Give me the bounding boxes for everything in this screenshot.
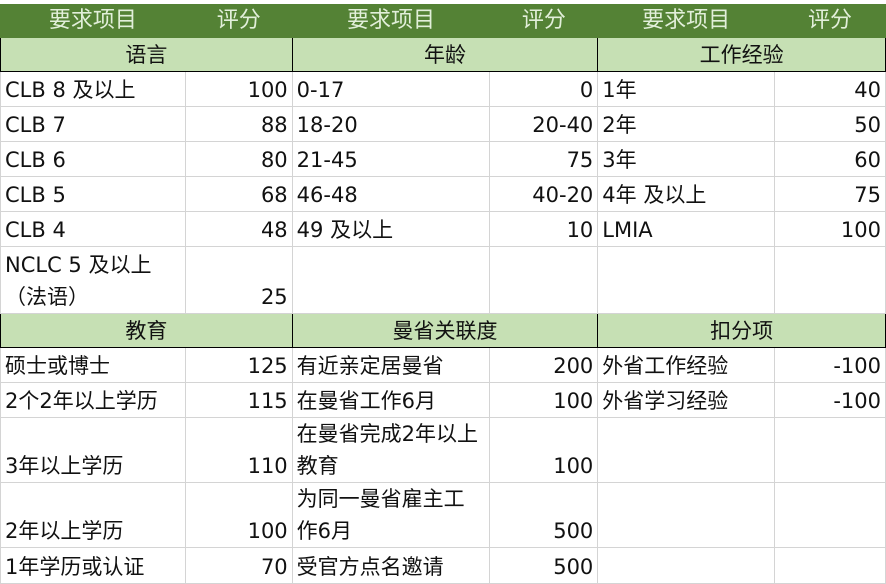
item-cell[interactable]: 18-20	[291, 106, 491, 142]
item-cell[interactable]: 3年	[597, 141, 776, 177]
score-cell[interactable]	[774, 417, 886, 483]
table-row: CLB 5 68 46-48 40-20 4年 及以上 75	[0, 176, 886, 212]
item-cell[interactable]: 4年 及以上	[597, 176, 776, 212]
item-cell[interactable]: 3年以上学历	[0, 417, 186, 483]
table-row: CLB 7 88 18-20 20-40 2年 50	[0, 106, 886, 142]
score-cell[interactable]	[774, 547, 886, 584]
item-cell[interactable]: NCLC 5 及以上（法语）	[0, 246, 186, 314]
score-header[interactable]: 评分	[184, 4, 293, 38]
score-cell[interactable]: 25	[184, 246, 293, 314]
item-cell[interactable]: 在曼省工作6月	[291, 382, 491, 418]
score-cell[interactable]: 20-40	[489, 106, 599, 142]
section-title[interactable]: 年龄	[291, 37, 599, 72]
score-cell[interactable]: 0	[489, 71, 599, 107]
section-title[interactable]: 曼省关联度	[291, 313, 599, 348]
table-row: CLB 4 48 49 及以上 10 LMIA 100	[0, 211, 886, 247]
score-cell[interactable]: 100	[774, 211, 886, 247]
section-title[interactable]: 工作经验	[597, 37, 886, 72]
score-cell[interactable]: 115	[184, 382, 293, 418]
score-cell[interactable]: 125	[184, 347, 293, 383]
item-cell[interactable]: 为同一曼省雇主工作6月	[291, 482, 491, 548]
table-row: CLB 8 及以上 100 0-17 0 1年 40	[0, 71, 886, 107]
score-cell[interactable]: 48	[184, 211, 293, 247]
item-cell[interactable]: 0-17	[291, 71, 491, 107]
score-cell[interactable]: 100	[184, 482, 293, 548]
points-table: 要求项目 评分 要求项目 评分 要求项目 评分 语言 年龄 工作经验 CLB 8 及以上 100 0-…	[0, 4, 886, 584]
score-cell[interactable]: 10	[489, 211, 599, 247]
score-cell[interactable]: 50	[774, 106, 886, 142]
score-cell[interactable]: 200	[489, 347, 599, 383]
item-cell[interactable]: CLB 8 及以上	[0, 71, 186, 107]
item-cell[interactable]: CLB 7	[0, 106, 186, 142]
item-cell[interactable]: 有近亲定居曼省	[291, 347, 491, 383]
score-cell[interactable]: -100	[774, 382, 886, 418]
table-row: 硕士或博士 125 有近亲定居曼省 200 外省工作经验 -100	[0, 347, 886, 383]
item-cell[interactable]: 49 及以上	[291, 211, 491, 247]
item-cell[interactable]: 2年	[597, 106, 776, 142]
section-row: 语言 年龄 工作经验	[0, 37, 886, 72]
score-cell[interactable]: 60	[774, 141, 886, 177]
item-cell[interactable]: CLB 6	[0, 141, 186, 177]
item-cell[interactable]: 外省学习经验	[597, 382, 776, 418]
table-row: CLB 6 80 21-45 75 3年 60	[0, 141, 886, 177]
item-cell[interactable]: 2个2年以上学历	[0, 382, 186, 418]
score-cell[interactable]: 100	[184, 71, 293, 107]
item-cell[interactable]: 21-45	[291, 141, 491, 177]
item-cell[interactable]: 1年学历或认证	[0, 547, 186, 584]
item-cell[interactable]: 受官方点名邀请	[291, 547, 491, 584]
table-row: NCLC 5 及以上（法语） 25	[0, 246, 886, 314]
score-cell[interactable]: 70	[184, 547, 293, 584]
score-cell[interactable]: 40-20	[489, 176, 599, 212]
section-title[interactable]: 语言	[0, 37, 293, 72]
item-cell[interactable]: LMIA	[597, 211, 776, 247]
item-cell[interactable]: 硕士或博士	[0, 347, 186, 383]
item-cell[interactable]	[597, 547, 776, 584]
header-row: 要求项目 评分 要求项目 评分 要求项目 评分	[0, 4, 886, 38]
score-cell[interactable]: 500	[489, 482, 599, 548]
table-row: 2个2年以上学历 115 在曼省工作6月 100 外省学习经验 -100	[0, 382, 886, 418]
score-cell[interactable]: 500	[489, 547, 599, 584]
score-cell[interactable]: 88	[184, 106, 293, 142]
score-cell[interactable]: 80	[184, 141, 293, 177]
item-cell[interactable]: 2年以上学历	[0, 482, 186, 548]
item-cell[interactable]: CLB 5	[0, 176, 186, 212]
table-row: 3年以上学历 110 在曼省完成2年以上教育 100	[0, 417, 886, 483]
item-cell[interactable]: 1年	[597, 71, 776, 107]
item-cell[interactable]	[597, 246, 776, 314]
item-cell[interactable]: CLB 4	[0, 211, 186, 247]
item-cell[interactable]: 在曼省完成2年以上教育	[291, 417, 491, 483]
score-cell[interactable]: 110	[184, 417, 293, 483]
item-header[interactable]: 要求项目	[0, 4, 186, 38]
item-header[interactable]: 要求项目	[597, 4, 776, 38]
score-cell[interactable]: 100	[489, 417, 599, 483]
score-cell[interactable]: 68	[184, 176, 293, 212]
item-cell[interactable]: 46-48	[291, 176, 491, 212]
table-row: 1年学历或认证 70 受官方点名邀请 500	[0, 547, 886, 584]
section-title[interactable]: 扣分项	[597, 313, 886, 348]
score-header[interactable]: 评分	[774, 4, 886, 38]
item-cell[interactable]	[597, 417, 776, 483]
score-cell[interactable]	[774, 246, 886, 314]
score-cell[interactable]: 40	[774, 71, 886, 107]
item-cell[interactable]	[597, 482, 776, 548]
score-header[interactable]: 评分	[489, 4, 599, 38]
score-cell[interactable]: -100	[774, 347, 886, 383]
score-cell[interactable]	[774, 482, 886, 548]
score-cell[interactable]: 75	[489, 141, 599, 177]
score-cell[interactable]: 75	[774, 176, 886, 212]
section-title[interactable]: 教育	[0, 313, 293, 348]
item-header[interactable]: 要求项目	[291, 4, 491, 38]
score-cell[interactable]	[489, 246, 599, 314]
table-row: 2年以上学历 100 为同一曼省雇主工作6月 500	[0, 482, 886, 548]
section-row: 教育 曼省关联度 扣分项	[0, 313, 886, 348]
score-cell[interactable]: 100	[489, 382, 599, 418]
item-cell[interactable]	[291, 246, 491, 314]
item-cell[interactable]: 外省工作经验	[597, 347, 776, 383]
